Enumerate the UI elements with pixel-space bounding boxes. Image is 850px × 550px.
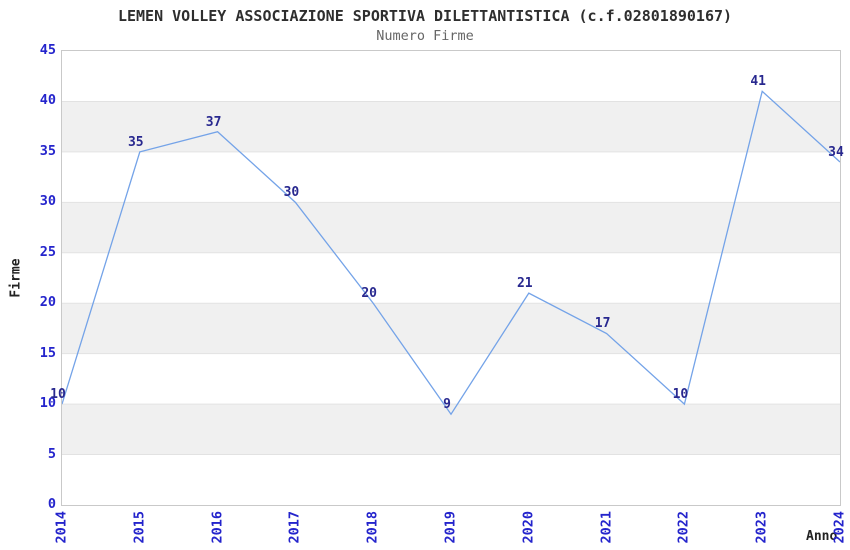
grid-band: [62, 303, 840, 354]
plot-area: [61, 50, 841, 506]
y-tick-label: 45: [39, 41, 56, 58]
x-tick-label: 2024: [831, 511, 848, 544]
y-tick-label: 20: [39, 294, 56, 311]
x-axis-label: Anno: [806, 529, 838, 544]
y-tick-label: 35: [39, 142, 56, 159]
x-tick-label: 2023: [753, 511, 770, 544]
data-point-label: 41: [750, 74, 767, 90]
y-tick-label: 5: [47, 445, 56, 462]
data-point-label: 17: [594, 316, 611, 332]
data-point-label: 37: [205, 114, 222, 130]
x-tick-label: 2021: [597, 511, 614, 544]
x-tick-label: 2019: [442, 511, 459, 544]
data-point-label: 9: [443, 397, 451, 413]
data-point-label: 35: [127, 134, 144, 150]
grid-band: [62, 202, 840, 253]
grid-band: [62, 101, 840, 152]
x-tick-label: 2022: [675, 511, 692, 544]
y-tick-label: 25: [39, 243, 56, 260]
y-tick-label: 10: [39, 395, 56, 412]
x-tick-label: 2018: [364, 511, 381, 544]
x-tick-label: 2015: [131, 511, 148, 544]
data-line: [62, 90, 840, 416]
data-point-label: 30: [283, 185, 300, 201]
x-tick-label: 2017: [286, 511, 303, 544]
y-axis-label: Firme: [8, 258, 24, 298]
data-point-label: 21: [516, 276, 533, 292]
data-point-label: 10: [672, 387, 689, 403]
x-tick-label: 2016: [208, 511, 225, 544]
chart-subtitle: Numero Firme: [376, 28, 474, 44]
y-tick-label: 15: [39, 344, 56, 361]
x-tick-label: 2014: [53, 511, 70, 544]
x-tick-label: 2020: [520, 511, 537, 544]
chart-title: LEMEN VOLLEY ASSOCIAZIONE SPORTIVA DILET…: [117, 7, 733, 25]
y-tick-label: 0: [47, 495, 56, 512]
data-point-label: 20: [361, 286, 378, 302]
grid-band: [62, 404, 840, 455]
y-tick-label: 30: [39, 193, 56, 210]
data-point-label: 34: [828, 144, 844, 160]
y-tick-label: 40: [39, 92, 56, 109]
data-point-label: 10: [50, 387, 66, 403]
